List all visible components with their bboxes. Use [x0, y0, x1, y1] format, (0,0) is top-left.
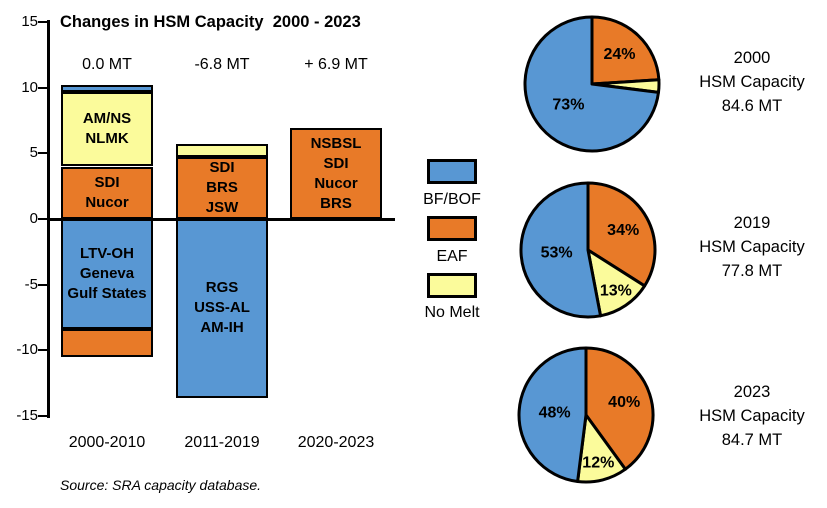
chart-title: Changes in HSM Capacity 2000 - 2023 [60, 13, 361, 31]
y-axis-tick-label: -10 [16, 341, 38, 359]
legend-label-bf-bof: BF/BOF [423, 191, 481, 208]
pie-caption-line: 84.7 MT [721, 431, 783, 449]
x-axis-category-label: 2020-2023 [297, 434, 375, 451]
pie-slice-label: 34% [607, 222, 639, 239]
pie-caption-2000: 2000 HSM Capacity 84.6 MT [672, 46, 827, 118]
y-axis-tick-label: 15 [21, 13, 38, 30]
pie-caption-line: 77.8 MT [721, 262, 783, 280]
bar-segment-bfbof: RGS USS-AL AM-IH [176, 219, 268, 398]
y-axis-tick [38, 414, 48, 417]
bar-segment-nomelt: AM/NS NLMK [61, 91, 153, 167]
pie-slice-label: 53% [541, 245, 573, 262]
pie-chart-2000: 24% 73% [523, 15, 661, 153]
legend-swatch-eaf [427, 216, 477, 241]
x-axis-category-label: 2000-2010 [68, 434, 146, 451]
pie-slice-eaf [584, 346, 655, 471]
pie-slice-eaf [590, 15, 661, 86]
legend-swatch-no-melt [427, 273, 477, 298]
y-axis-tick [38, 152, 48, 155]
y-axis-tick [38, 218, 48, 220]
y-axis-tick-label: 0 [29, 210, 38, 227]
y-axis-tick-label: 10 [21, 78, 38, 96]
bar-segment-eaf: SDI BRS JSW [176, 157, 268, 219]
pie-chart-2023: 40% 12% 48% [517, 346, 655, 484]
bar-segment-eaf [61, 329, 153, 357]
bar-segment-eaf: NSBSL SDI Nucor BRS [290, 128, 382, 219]
bar-segment-eaf: SDI Nucor [61, 166, 153, 219]
net-change-label: 0.0 MT [82, 56, 132, 73]
pie-caption-line: 84.6 MT [721, 97, 783, 115]
source-note: Source: SRA capacity database. [60, 477, 262, 493]
y-axis-tick-label: -15 [16, 406, 38, 424]
pie-slice-label: 13% [600, 283, 632, 300]
y-axis-tick-label: 5 [29, 144, 38, 162]
y-axis-tick [38, 283, 48, 286]
net-change-label: + 6.9 MT [304, 56, 368, 73]
x-axis-category-label: 2011-2019 [184, 434, 260, 451]
bar-segment-bfbof [61, 85, 153, 92]
pie-caption-line: HSM Capacity [699, 238, 805, 256]
pie-caption-2023: 2023 HSM Capacity 84.7 MT [672, 380, 827, 452]
pie-caption-line: 2019 [733, 214, 771, 232]
pie-slice-label: 48% [539, 405, 571, 422]
legend-label-no-melt: No Melt [424, 304, 480, 321]
bar-segment-bfbof: LTV-OH Geneva Gulf States [61, 219, 153, 330]
y-axis-tick-label: -5 [24, 275, 38, 293]
y-axis-tick [38, 86, 48, 89]
pie-caption-line: HSM Capacity [699, 407, 805, 425]
legend-label-eaf: EAF [436, 248, 468, 265]
pie-caption-line: 2023 [733, 383, 771, 401]
pie-slice-bfbof [519, 181, 603, 319]
pie-slice-label: 24% [603, 46, 635, 63]
pie-slice-label: 12% [582, 455, 614, 472]
pie-chart-2019: 34% 13% 53% [519, 181, 657, 319]
net-change-label: -6.8 MT [194, 56, 250, 73]
pie-caption-line: 2000 [733, 49, 771, 67]
pie-caption-line: HSM Capacity [699, 73, 805, 91]
pie-slice-bfbof [517, 346, 588, 483]
legend-swatch-bf-bof [427, 159, 477, 184]
pie-caption-2019: 2019 HSM Capacity 77.8 MT [672, 211, 827, 283]
bar-segment-nomelt [176, 144, 268, 158]
y-axis-tick [38, 21, 48, 23]
pie-slice-label: 40% [608, 394, 640, 411]
pie-slice-bfbof [523, 15, 660, 153]
pie-slice-label: 73% [552, 96, 584, 113]
y-axis-tick [38, 349, 48, 352]
